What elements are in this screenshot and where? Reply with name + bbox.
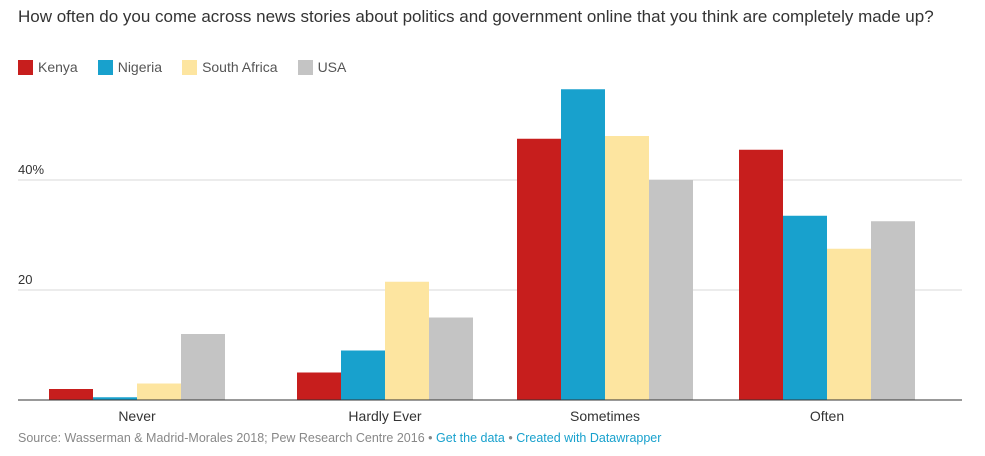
bar-hardly-ever-south-africa[interactable] <box>385 281 429 400</box>
legend-item-usa: USA <box>297 59 347 75</box>
legend-swatch <box>97 59 113 75</box>
x-category-label: Never <box>118 408 156 424</box>
bar-sometimes-south-africa[interactable] <box>605 136 649 400</box>
chart-title: How often do you come across news storie… <box>18 7 934 26</box>
created-with-datawrapper-link[interactable]: Created with Datawrapper <box>516 431 662 445</box>
bar-never-usa[interactable] <box>181 334 225 400</box>
footer-separator: • <box>508 431 513 445</box>
legend-item-kenya: Kenya <box>18 59 78 75</box>
footer-separator: • <box>428 431 433 445</box>
legend-swatch <box>182 59 198 75</box>
legend-label: USA <box>317 59 347 75</box>
legend-item-nigeria: Nigeria <box>97 59 163 75</box>
bar-often-south-africa[interactable] <box>827 248 871 400</box>
bar-never-nigeria[interactable] <box>93 397 137 400</box>
y-tick-label: 20 <box>18 272 32 287</box>
legend-label: Nigeria <box>117 59 163 75</box>
x-category-label: Often <box>810 408 844 424</box>
legend: Kenya Nigeria South Africa USA <box>18 59 346 75</box>
bar-often-kenya[interactable] <box>739 149 783 400</box>
bar-sometimes-kenya[interactable] <box>517 138 561 400</box>
bar-hardly-ever-usa[interactable] <box>429 317 473 401</box>
y-tick-label: 40% <box>18 162 44 177</box>
legend-item-south-africa: South Africa <box>182 59 278 75</box>
bar-hardly-ever-nigeria[interactable] <box>341 350 385 401</box>
get-the-data-link[interactable]: Get the data <box>436 431 505 445</box>
bar-often-usa[interactable] <box>871 221 915 400</box>
source-text: Source: Wasserman & Madrid-Morales 2018;… <box>18 431 425 445</box>
bar-never-south-africa[interactable] <box>137 383 181 401</box>
bar-sometimes-nigeria[interactable] <box>561 89 605 400</box>
bar-never-kenya[interactable] <box>49 389 93 400</box>
legend-label: Kenya <box>38 59 78 75</box>
bar-hardly-ever-kenya[interactable] <box>297 372 341 401</box>
bar-sometimes-usa[interactable] <box>649 180 693 400</box>
legend-label: South Africa <box>202 59 278 75</box>
x-category-label: Sometimes <box>570 408 640 424</box>
x-category-label: Hardly Ever <box>348 408 421 424</box>
legend-swatch <box>18 59 33 75</box>
footer: Source: Wasserman & Madrid-Morales 2018;… <box>18 431 661 445</box>
bar-often-nigeria[interactable] <box>783 215 827 400</box>
legend-swatch <box>297 59 313 75</box>
